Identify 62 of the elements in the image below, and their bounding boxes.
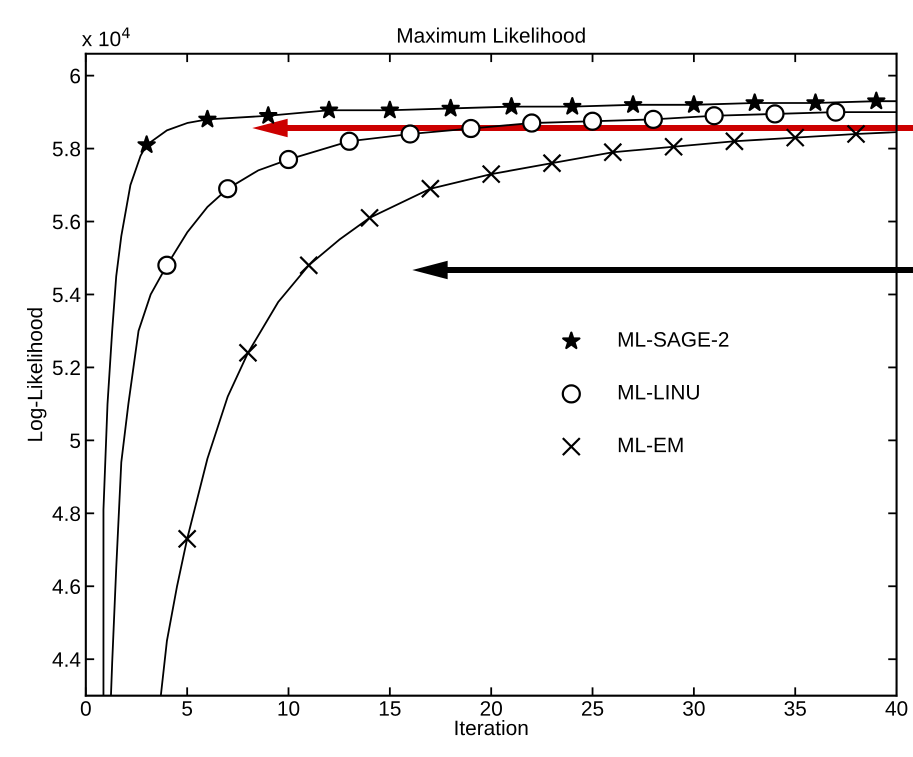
point [603,142,622,162]
point [340,132,359,151]
point [745,93,764,111]
point [238,343,258,362]
point [806,93,825,111]
x-tick-label: 40 [885,701,908,716]
y-axis-title: Log-Likelihood [27,308,46,441]
point [259,106,278,124]
y-tick-label: 5.4 [52,288,80,302]
legend-label: ML-EM [618,438,683,452]
point [826,102,846,122]
legend-label: ML-LINU [618,385,699,400]
chart-title: Maximum Likelihood [398,28,585,43]
point [461,118,481,138]
x-axis-title: Iteration [455,720,528,736]
point [198,110,217,128]
point [582,112,602,131]
point [218,179,238,198]
point [765,104,785,124]
point [157,256,177,275]
point [846,124,866,144]
point [320,100,338,118]
point [400,124,420,144]
y-tick-label: 5 [70,434,80,448]
y-tick-label: 5.2 [52,360,80,376]
y-tick-label: 4.8 [52,506,80,522]
y-tick-label: 6 [70,68,80,84]
point [724,132,744,151]
x-tick-label: 0 [80,701,91,716]
legend-label: ML-SAGE-2 [618,332,728,347]
point [420,179,440,198]
y-tick-label: 5.6 [52,214,80,230]
text: x 10$^{4}$ [82,27,130,46]
x-tick-label: 10 [278,701,300,716]
point [664,137,684,156]
point [137,135,156,153]
point [867,92,886,110]
x-tick-label: 30 [683,701,705,716]
point [482,164,501,184]
point [278,150,298,170]
point [624,95,642,113]
point [360,208,380,228]
x-tick-label: 35 [784,701,806,716]
point [178,529,197,548]
point [704,106,724,126]
x-tick-label: 5 [182,701,192,716]
point [380,100,400,118]
x-tick-label: 20 [480,701,502,716]
x-tick-label: 15 [380,701,401,716]
point [522,113,542,133]
y-tick-label: 4.6 [52,579,80,594]
x-tick-label: 25 [582,701,604,716]
y-tick-label: 4.4 [52,652,80,667]
point [441,98,460,116]
point [563,97,582,115]
point [786,128,805,148]
y-tick-label: 5.8 [52,142,80,156]
point [542,154,562,173]
point [502,97,521,115]
point [644,110,663,130]
point [299,256,318,275]
point [684,95,704,113]
